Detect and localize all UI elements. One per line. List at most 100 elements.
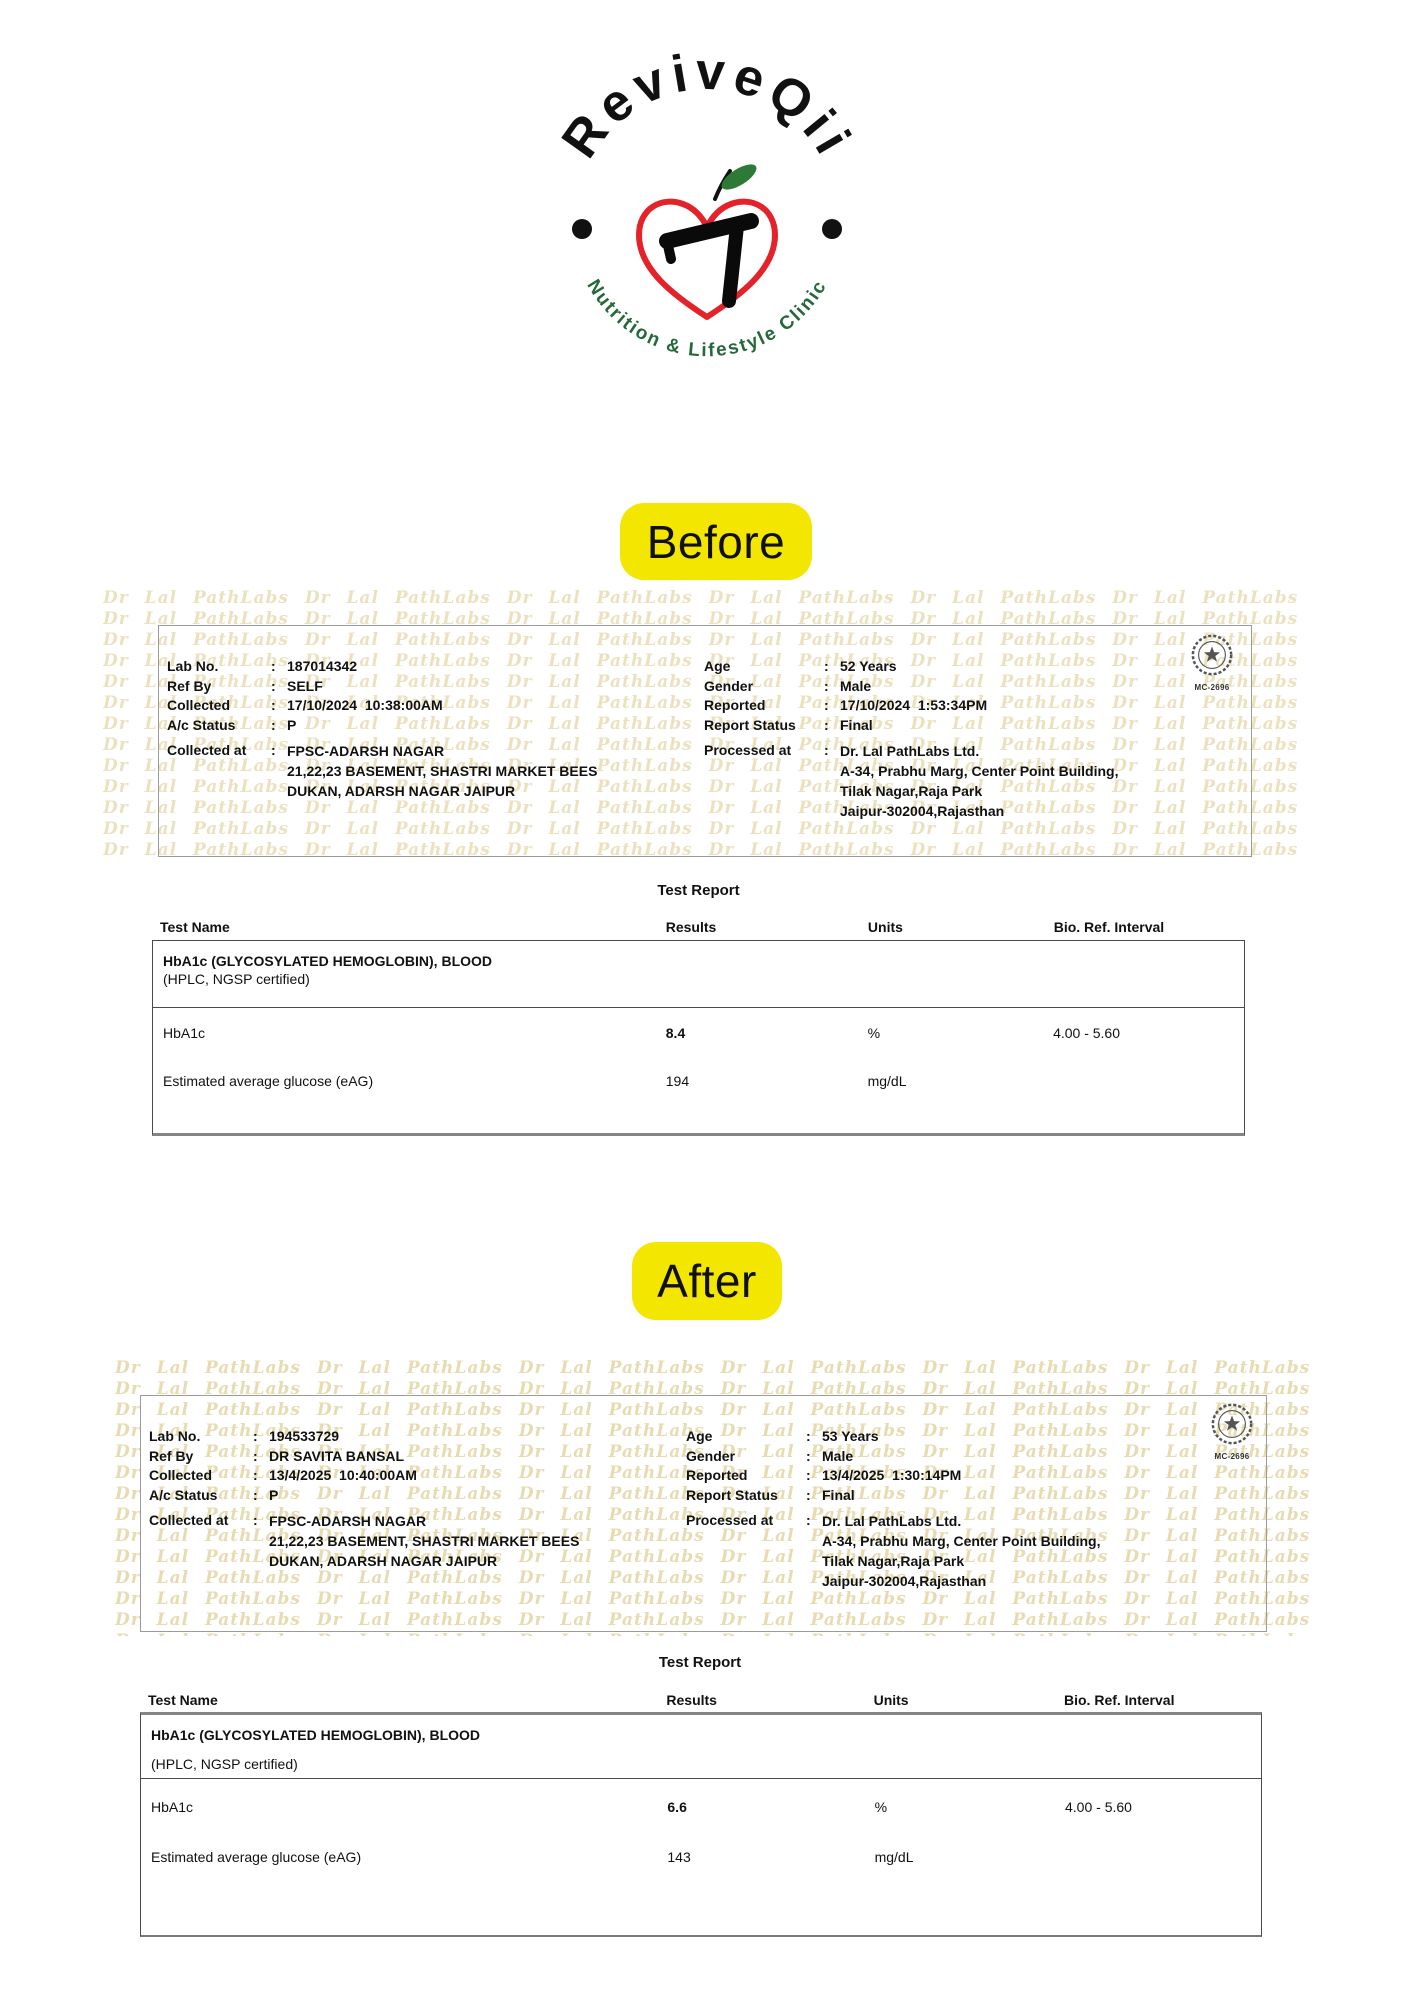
field-ac-status: A/c Status P — [167, 716, 692, 736]
test-unit: mg/dL — [874, 1849, 914, 1865]
test-name: HbA1c — [151, 1799, 194, 1815]
table-row: HbA1c 6.6 % 4.00 - 5.60 — [141, 1799, 1261, 1819]
field-collected: Collected 13/4/2025 10:40:00AM — [149, 1466, 674, 1486]
field-label: Age — [704, 658, 731, 674]
colon — [271, 677, 287, 697]
field-value: Final — [840, 716, 873, 733]
address-line: Tilak Nagar,Raja Park — [840, 783, 983, 799]
header-right-column: Age 53 Years Gender Male Reported 13/4/2025… — [686, 1427, 1256, 1591]
svg-text:ReviveQii: ReviveQii — [555, 48, 859, 168]
field-value: Male — [822, 1447, 854, 1464]
field-label: Collected — [149, 1467, 213, 1483]
field-label: Report Status — [704, 716, 796, 733]
test-report-title: Test Report — [658, 1654, 742, 1671]
field-label: Ref By — [167, 677, 212, 694]
colon — [824, 741, 840, 821]
address-line: Jaipur-302004,Rajasthan — [840, 803, 1005, 819]
colon — [271, 716, 287, 736]
field-collected-at: Collected at FPSC-ADARSH NAGAR 21,22,23 … — [167, 741, 692, 801]
report-before: Dr Lal PathLabs Dr Lal PathLabs Dr Lal P… — [103, 588, 1308, 1140]
colon — [824, 696, 840, 716]
colon — [271, 696, 287, 716]
test-group-method: (HPLC, NGSP certified) — [163, 971, 310, 987]
field-value: 13/4/2025 1:30:14PM — [822, 1467, 962, 1483]
test-result: 194 — [665, 1073, 690, 1089]
certification-seal-icon — [1191, 634, 1233, 676]
field-label: Collected at — [149, 1512, 229, 1528]
colon — [806, 1486, 822, 1506]
test-result: 143 — [667, 1849, 691, 1865]
address-line: A-34, Prabhu Marg, Center Point Building… — [840, 763, 1119, 779]
table-column-headers: Test Name Results Units Bio. Ref. Interv… — [152, 919, 1245, 937]
field-value-lines: Dr. Lal PathLabs Ltd. A-34, Prabhu Marg,… — [840, 741, 1274, 821]
field-ref-by: Ref By DR SAVITA BANSAL — [149, 1447, 674, 1467]
results-table: HbA1c (GLYCOSYLATED HEMOGLOBIN), BLOOD (… — [140, 1712, 1262, 1937]
test-result: 6.6 — [667, 1799, 687, 1815]
field-ref-by: Ref By SELF — [167, 677, 692, 697]
col-results: Results — [666, 1692, 717, 1708]
field-gender: Gender Male — [704, 677, 1274, 697]
test-unit: % — [867, 1025, 881, 1041]
field-label: Collected — [167, 697, 231, 713]
before-badge: Before — [620, 503, 812, 580]
test-group-title: HbA1c (GLYCOSYLATED HEMOGLOBIN), BLOOD — [151, 1727, 481, 1743]
field-label: Reported — [686, 1467, 748, 1483]
col-results: Results — [665, 919, 717, 935]
results-table: HbA1c (GLYCOSYLATED HEMOGLOBIN), BLOOD (… — [152, 940, 1245, 1136]
address-line: FPSC-ADARSH NAGAR — [287, 743, 445, 759]
field-label: Collected at — [167, 742, 247, 758]
address-line: A-34, Prabhu Marg, Center Point Building… — [822, 1533, 1101, 1549]
table-divider — [141, 1778, 1261, 1779]
colon — [253, 1427, 269, 1447]
address-line: 21,22,23 BASEMENT, SHASTRI MARKET BEES — [269, 1533, 580, 1549]
col-test-name: Test Name — [160, 919, 230, 935]
field-label: Report Status — [686, 1486, 778, 1503]
test-group-header: HbA1c (GLYCOSYLATED HEMOGLOBIN), BLOOD (… — [153, 941, 1244, 987]
colon — [806, 1447, 822, 1467]
field-label: Lab No. — [149, 1428, 201, 1444]
table-row: Estimated average glucose (eAG) 143 mg/d… — [141, 1849, 1261, 1869]
test-name: HbA1c — [163, 1025, 206, 1041]
logo-monogram — [659, 213, 759, 308]
field-label: Ref By — [149, 1447, 194, 1464]
leaf-icon — [721, 164, 757, 190]
field-value: SELF — [287, 677, 323, 694]
clinic-logo: ReviveQii Nutrition & Lifestyle Clinic — [555, 48, 859, 361]
field-label: Lab No. — [167, 658, 219, 674]
field-value: 17/10/2024 10:38:00AM — [287, 697, 443, 713]
before-badge-label: Before — [646, 515, 786, 568]
test-group-method: (HPLC, NGSP certified) — [151, 1756, 298, 1772]
certification-seal: MC-2696 — [1205, 1402, 1259, 1461]
apple-heart-icon — [636, 164, 778, 320]
field-lab-no: Lab No. 187014342 — [167, 657, 692, 677]
colon — [824, 716, 840, 736]
col-test-name: Test Name — [148, 1692, 218, 1708]
address-line: FPSC-ADARSH NAGAR — [269, 1513, 427, 1529]
test-report-title: Test Report — [657, 882, 740, 899]
address-line: DUKAN, ADARSH NAGAR JAIPUR — [269, 1553, 498, 1569]
after-badge-label: After — [657, 1255, 757, 1307]
right-bullet-dot-icon — [822, 219, 842, 239]
field-ac-status: A/c Status P — [149, 1486, 674, 1506]
test-name: Estimated average glucose (eAG) — [163, 1073, 374, 1089]
field-value: P — [287, 716, 297, 733]
table-row: HbA1c 8.4 % 4.00 - 5.60 — [153, 1025, 1244, 1045]
after-badge: After — [632, 1242, 782, 1320]
col-units: Units — [867, 919, 903, 935]
field-label: Age — [686, 1428, 713, 1444]
field-lab-no: Lab No. 194533729 — [149, 1427, 674, 1447]
logo-brand-text: ReviveQii — [555, 48, 858, 168]
test-result: 8.4 — [665, 1025, 686, 1041]
field-value: 53 Years — [822, 1428, 879, 1444]
field-label: Gender — [704, 677, 754, 694]
colon — [824, 657, 840, 677]
colon — [806, 1511, 822, 1591]
test-unit: mg/dL — [867, 1073, 907, 1089]
patient-header-box: Lab No.194533729 Ref ByDR SAVITA BANSAL … — [140, 1395, 1267, 1632]
address-line: Dr. Lal PathLabs Ltd. — [840, 743, 980, 759]
test-ref-interval: 4.00 - 5.60 — [1065, 1799, 1132, 1815]
left-bullet-dot-icon — [572, 219, 592, 239]
address-line: 21,22,23 BASEMENT, SHASTRI MARKET BEES — [287, 763, 598, 779]
seal-code: MC-2696 — [1214, 1452, 1250, 1461]
field-report-status: Report Status Final — [704, 716, 1274, 736]
